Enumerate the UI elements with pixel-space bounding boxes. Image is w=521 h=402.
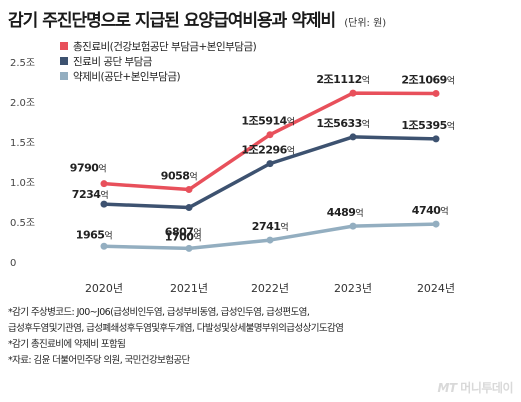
data-label: 4489억 — [327, 206, 364, 219]
chart-title: 감기 주진단명으로 지급된 요양급여비용과 약제비 — [8, 11, 336, 31]
y-tick-label: 0 — [10, 258, 16, 269]
data-label-value: 2조1069 — [401, 73, 446, 86]
legend-swatch — [60, 72, 68, 80]
title-row: 감기 주진단명으로 지급된 요양급여비용과 약제비 (단위: 원) — [8, 6, 386, 31]
data-label: 1조5914억 — [241, 115, 294, 128]
data-label-unit: 억 — [100, 189, 108, 201]
data-point — [432, 89, 440, 97]
data-label-unit: 억 — [287, 145, 295, 157]
legend-label: 약제비(공단+본인부담금) — [73, 71, 180, 83]
x-tick-label: 2024년 — [417, 282, 455, 295]
data-label-value: 1조2296 — [241, 144, 287, 157]
data-label-unit: 억 — [193, 227, 201, 239]
data-label-value: 2741 — [252, 220, 281, 233]
data-label-value: 2조1112 — [316, 73, 361, 86]
y-tick-label: 2.5조 — [10, 58, 35, 69]
logo-mark: MT — [437, 381, 457, 395]
data-label-value: 4740 — [412, 204, 441, 217]
data-label-value: 1965 — [76, 228, 105, 241]
data-point — [100, 200, 108, 208]
data-label: 1조5395억 — [401, 119, 454, 132]
data-label-unit: 억 — [193, 231, 201, 243]
data-label-unit: 억 — [447, 74, 455, 86]
data-label-value: 7234 — [72, 188, 101, 201]
x-tick-label: 2022년 — [251, 282, 289, 295]
data-label-unit: 억 — [362, 74, 370, 86]
footnote-line: *감기 총진료비에 약제비 포함됨 — [8, 339, 126, 350]
unit-label: (단위: 원) — [344, 18, 387, 29]
y-tick-label: 0.5조 — [10, 218, 35, 229]
data-point — [349, 133, 357, 141]
data-point — [349, 89, 357, 97]
data-label-value: 9058 — [161, 170, 190, 183]
footnotes: *감기 주상병코드: J00~J06(급성비인두염, 급성부비동염, 급성인두염… — [8, 305, 344, 369]
data-label: 1조5633억 — [316, 117, 369, 130]
data-label-value: 4489 — [327, 206, 356, 219]
data-label: 6807억 — [165, 226, 202, 239]
data-label-unit: 억 — [440, 205, 448, 217]
x-tick-label: 2020년 — [85, 282, 123, 295]
data-point — [100, 180, 108, 188]
x-tick-label: 2023년 — [334, 282, 372, 295]
data-label-value: 1조5395 — [401, 119, 446, 132]
data-label-value: 9790 — [70, 162, 99, 175]
data-label-unit: 억 — [280, 221, 288, 233]
data-label-unit: 억 — [98, 163, 106, 175]
data-point — [185, 244, 193, 252]
footnote-line: 급성후두염및기관염, 급성폐쇄성후두염및후두개염, 다발성및상세불명부위의급성상… — [8, 323, 344, 334]
data-label: 1965억 — [76, 228, 113, 241]
data-label: 2조1112억 — [316, 73, 369, 86]
data-label-value: 1조5633 — [316, 117, 361, 130]
data-label: 2741억 — [252, 220, 289, 233]
data-point — [266, 236, 274, 244]
data-label: 9790억 — [70, 162, 107, 175]
data-point — [185, 186, 193, 194]
data-point — [432, 220, 440, 228]
legend-label: 진료비 공단 부담금 — [73, 56, 153, 68]
data-point — [266, 160, 274, 168]
data-label-unit: 억 — [355, 207, 363, 219]
data-point — [266, 131, 274, 139]
data-label-unit: 억 — [189, 171, 197, 183]
series-line — [103, 91, 437, 192]
data-label-unit: 억 — [362, 118, 370, 130]
data-label: 9058억 — [161, 170, 198, 183]
footnote-line: *감기 주상병코드: J00~J06(급성비인두염, 급성부비동염, 급성인두염… — [8, 307, 310, 318]
data-label-unit: 억 — [104, 229, 112, 241]
x-tick-label: 2021년 — [170, 282, 208, 295]
data-point — [185, 204, 193, 212]
data-label: 1700억 — [165, 230, 202, 243]
data-label-value: 1조5914 — [241, 115, 287, 128]
legend-swatch — [60, 57, 68, 65]
data-label-unit: 억 — [287, 116, 295, 128]
data-point — [349, 222, 357, 230]
publisher-logo: MT 머니투데이 — [437, 379, 513, 396]
legend-label: 총진료비(건강보험공단 부담금+본인부담금) — [73, 41, 257, 53]
logo-text: 머니투데이 — [460, 381, 513, 395]
legend-swatch — [60, 42, 68, 50]
data-label-value: 6807 — [165, 226, 194, 239]
data-label: 7234억 — [72, 188, 109, 201]
line-chart: 0 0.5조 1.0조 1.5조 2.0조 2.5조 2020년 2021년 2022년 2023… — [10, 41, 455, 295]
data-label: 4740억 — [412, 204, 449, 217]
data-point — [100, 242, 108, 250]
y-tick-label: 1.5조 — [10, 138, 35, 149]
data-label-value: 1700 — [165, 230, 194, 243]
data-label-unit: 억 — [447, 120, 455, 132]
data-label: 1조2296억 — [241, 144, 294, 157]
footnote-line: *자료: 김윤 더불어민주당 의원, 국민건강보험공단 — [8, 355, 190, 366]
y-tick-label: 2.0조 — [10, 98, 35, 109]
y-tick-label: 1.0조 — [10, 178, 35, 189]
data-point — [432, 135, 440, 143]
data-label: 2조1069억 — [401, 73, 454, 86]
